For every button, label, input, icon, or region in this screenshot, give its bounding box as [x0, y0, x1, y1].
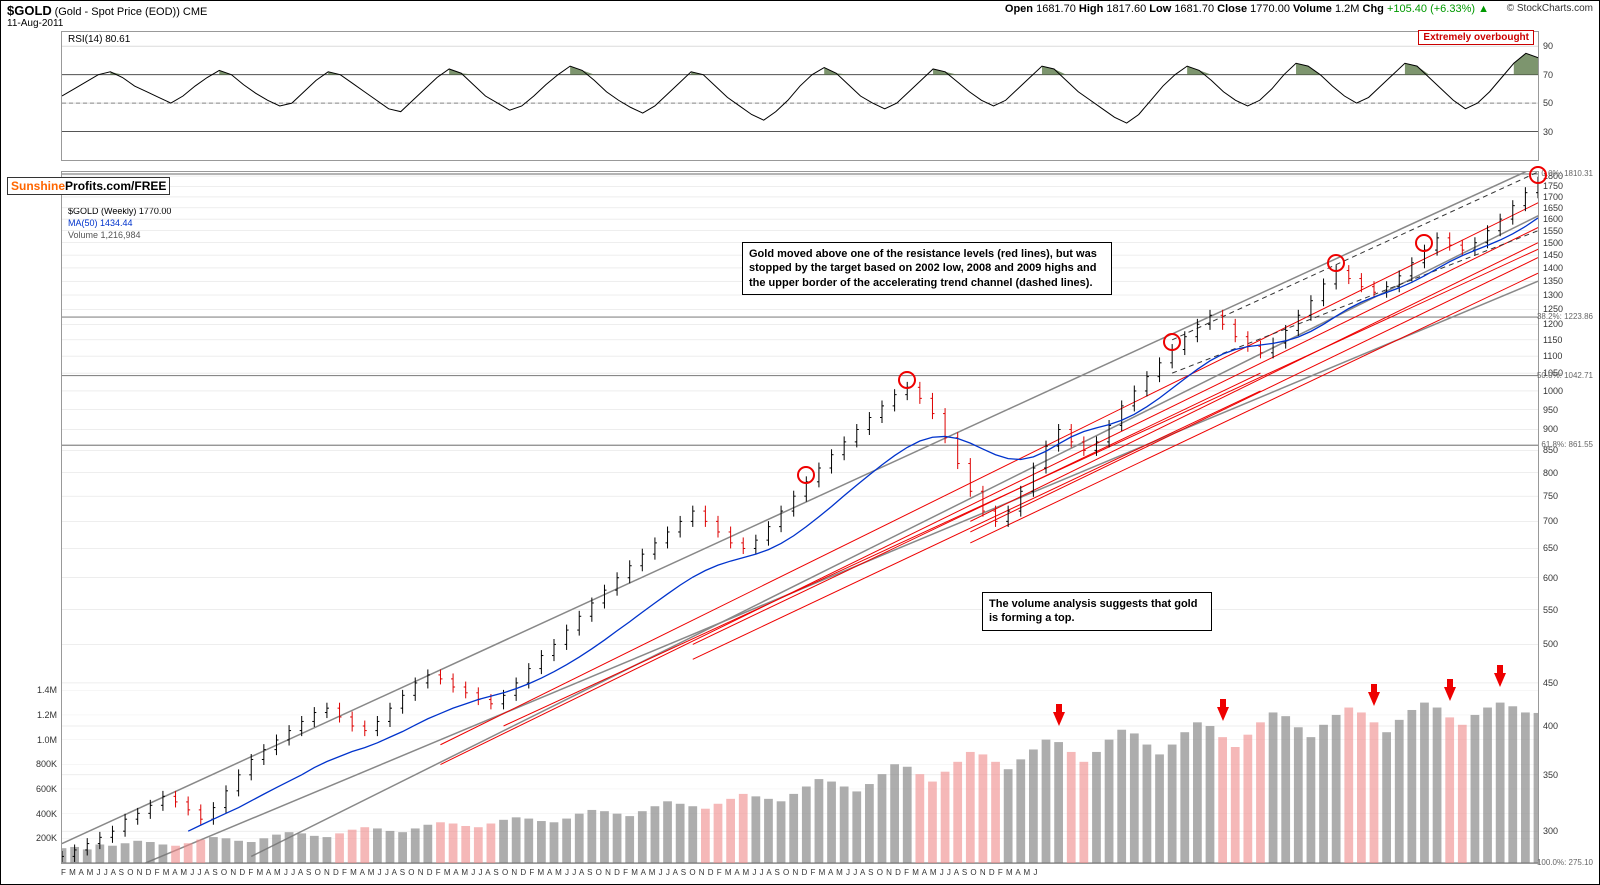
volume-arrow-icon: [1444, 687, 1456, 701]
overbought-label: Extremely overbought: [1418, 30, 1534, 45]
stock-chart: $GOLD (Gold - Spot Price (EOD)) CME 11-A…: [0, 0, 1600, 885]
ohlc-bar: Open 1681.70 High 1817.60 Low 1681.70 Cl…: [1005, 3, 1489, 15]
symbol: $GOLD: [7, 3, 52, 18]
volume-arrow-icon: [1368, 692, 1380, 706]
annotation-main: Gold moved above one of the resistance l…: [742, 242, 1112, 295]
volume-arrow-icon: [1217, 707, 1229, 721]
watermark: SunshineProfits.com/FREE: [7, 179, 170, 193]
rsi-plot: [62, 32, 1538, 160]
annotation-volume: The volume analysis suggests that gold i…: [982, 592, 1212, 631]
volume-arrow-icon: [1494, 673, 1506, 687]
peak-circle-icon: [1529, 166, 1547, 184]
chart-date: 11-Aug-2011: [7, 18, 63, 29]
peak-circle-icon: [797, 466, 815, 484]
price-panel: $GOLD (Weekly) 1770.00 MA(50) 1434.44 Vo…: [61, 171, 1539, 864]
volume-arrow-icon: [1053, 712, 1065, 726]
rsi-panel: RSI(14) 80.61 Extremely overbought 30507…: [61, 31, 1539, 161]
symbol-description: (Gold - Spot Price (EOD)) CME: [55, 6, 208, 18]
credit: © StockCharts.com: [1507, 3, 1593, 14]
x-axis-months: F M A M J J A S O N D F M A M J J A S O …: [61, 868, 1539, 882]
